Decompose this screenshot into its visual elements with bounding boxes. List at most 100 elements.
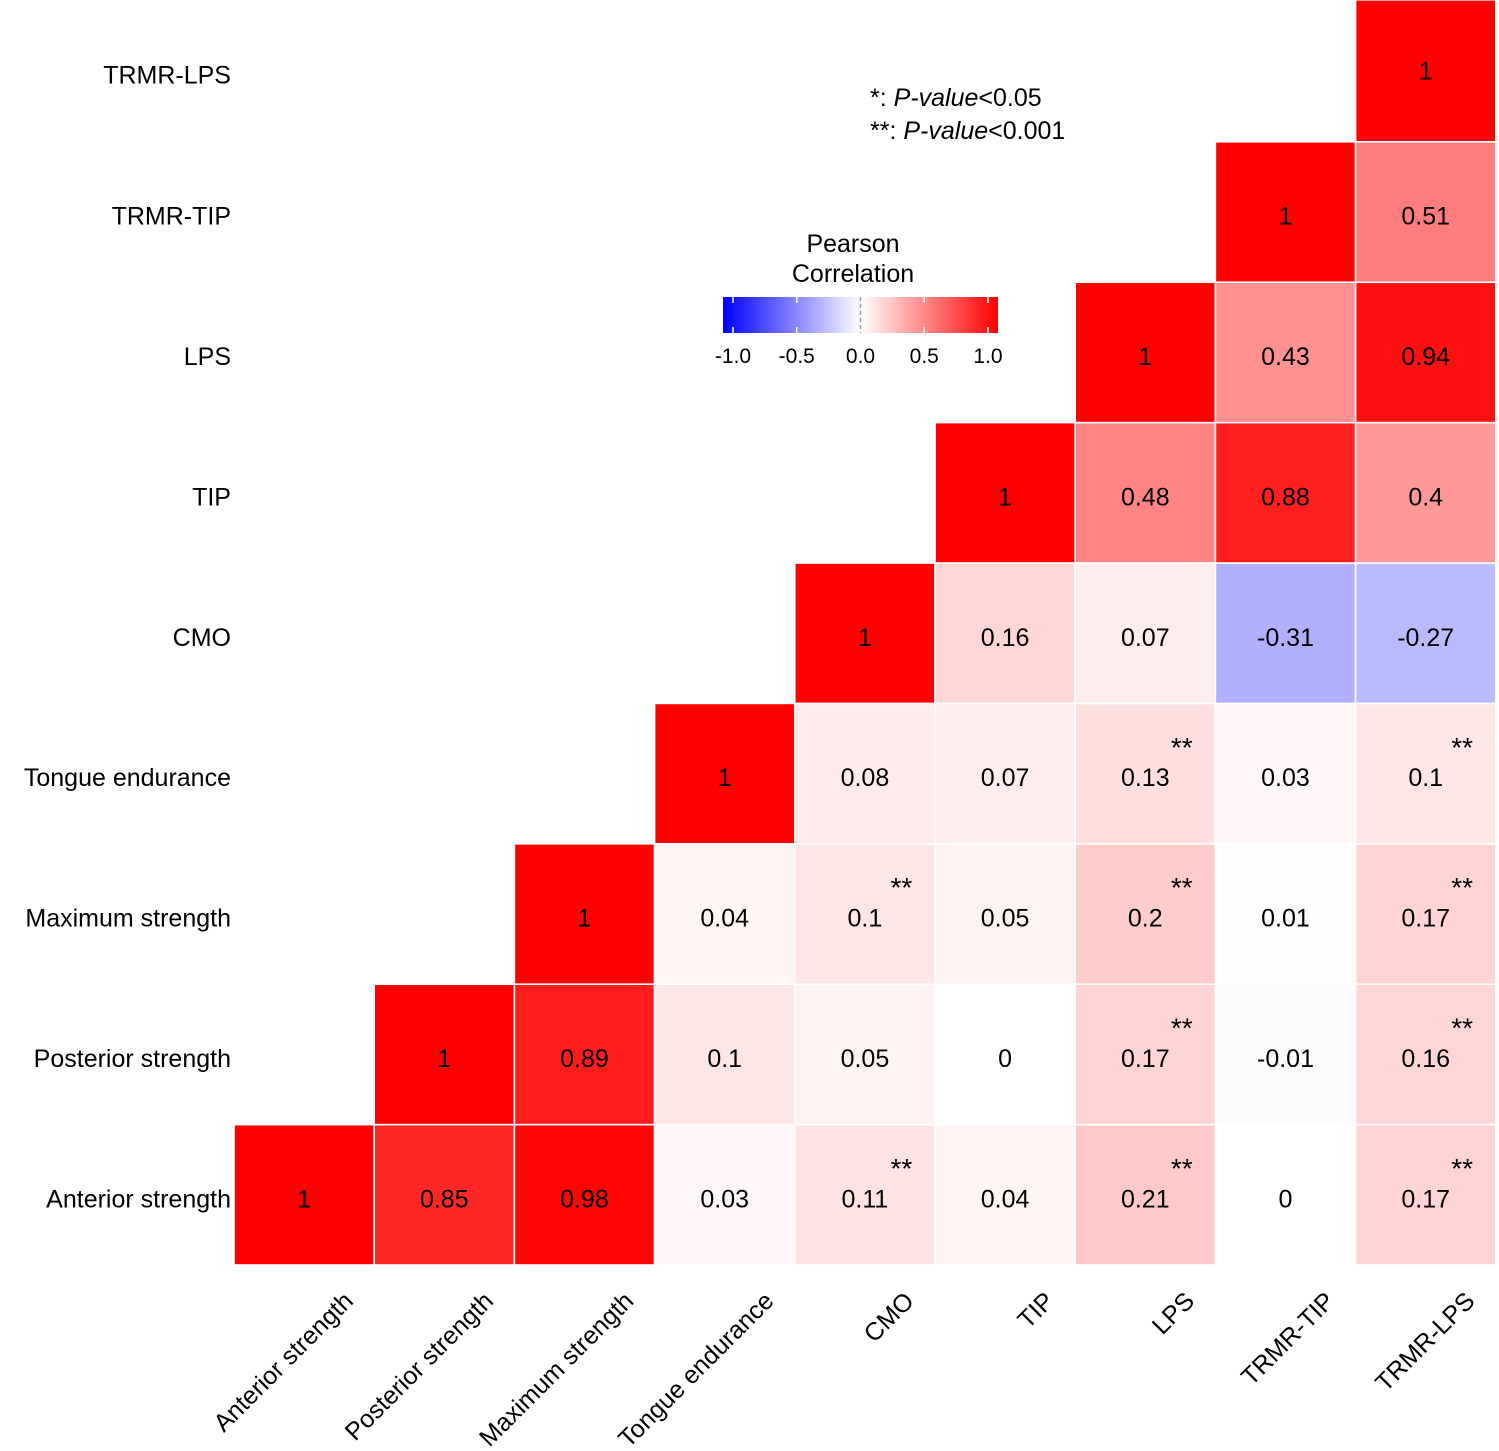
cell-significance-marker: ** [1171, 872, 1193, 903]
cell-value-label: 0.13 [1121, 764, 1170, 792]
heatmap-cell-posterior-strength-cmo: 0.05 [793, 983, 936, 1126]
heatmap-cell-cmo-tip: 0.16 [934, 562, 1076, 705]
cell-significance-marker: ** [1171, 1153, 1193, 1184]
cell-rect [513, 842, 656, 985]
cell-value-label: 0.48 [1121, 483, 1170, 511]
cell-value-label: 0.88 [1261, 483, 1310, 511]
cell-value-label: 1 [998, 483, 1012, 511]
cell-rect [1074, 702, 1217, 845]
cell-value-label: 1 [1138, 343, 1152, 371]
heatmap-cell-anterior-strength-tongue-endurance: 0.03 [653, 1123, 796, 1266]
note-line2-suffix: <0.001 [988, 117, 1066, 145]
cell-rect [1074, 983, 1217, 1126]
heatmap-cell-anterior-strength-tip: 0.04 [934, 1123, 1076, 1266]
cell-value-label: 1 [437, 1045, 451, 1073]
cell-value-label: 0.04 [981, 1185, 1030, 1213]
cell-rect [1214, 702, 1357, 845]
cell-value-label: -0.31 [1257, 624, 1314, 652]
cell-value-label: 0 [998, 1045, 1012, 1073]
cell-rect [233, 1123, 375, 1266]
cell-rect [1214, 281, 1357, 424]
y-axis-label-lps: LPS [184, 343, 231, 371]
cell-value-label: 0.11 [841, 1185, 888, 1213]
heatmap-cell-anterior-strength-maximum-strength: 0.98 [513, 1123, 656, 1266]
heatmap-cell-maximum-strength-trmr-tip: 0.01 [1214, 842, 1357, 985]
heatmap-cell-maximum-strength-tongue-endurance: 0.04 [653, 842, 796, 985]
heatmap-cell-anterior-strength-trmr-tip: 0 [1214, 1123, 1357, 1266]
cell-rect [934, 702, 1076, 845]
significance-note-line2: **: P-value<0.001 [870, 117, 1065, 146]
heatmap-cell-anterior-strength-anterior-strength: 1 [233, 1123, 375, 1266]
cell-rect [1214, 562, 1357, 705]
cell-value-label: 0.07 [1121, 624, 1170, 652]
cell-rect [1214, 141, 1357, 283]
heatmap-cell-posterior-strength-trmr-tip: -0.01 [1214, 983, 1357, 1126]
cell-value-label: 0.01 [1261, 905, 1310, 933]
cell-value-label: 0.51 [1401, 203, 1450, 231]
cell-rect [934, 842, 1076, 985]
note-line2-prefix: **: [870, 117, 904, 145]
x-axis-label-cmo: CMO [859, 1287, 920, 1348]
heatmap-cell-trmr-lps-trmr-lps: 1 [1354, 0, 1497, 143]
x-axis-label-maximum-strength: Maximum strength [474, 1287, 639, 1451]
cell-rect [653, 1123, 796, 1266]
cell-rect [373, 983, 516, 1126]
cell-value-label: 0.07 [981, 764, 1030, 792]
cell-significance-marker: ** [1451, 1013, 1473, 1044]
note-line2-italic: P-value [903, 117, 989, 145]
cell-significance-marker: ** [1171, 732, 1193, 763]
y-axis-label-cmo: CMO [173, 624, 231, 652]
heatmap-cell-anterior-strength-posterior-strength: 0.85 [373, 1123, 516, 1266]
cell-significance-marker: ** [890, 872, 912, 903]
cell-rect [1074, 281, 1217, 424]
x-axis-label-anterior-strength: Anterior strength [208, 1287, 358, 1437]
heatmap-cell-posterior-strength-trmr-lps: 0.16** [1354, 983, 1497, 1126]
heatmap-cell-maximum-strength-lps: 0.2 ** [1074, 842, 1217, 985]
cell-value-label: 0.17 [1121, 1045, 1170, 1073]
y-axis-label-posterior-strength: Posterior strength [34, 1045, 231, 1073]
cell-value-label: 0.43 [1261, 343, 1310, 371]
heatmap-cell-anterior-strength-cmo: 0.11** [793, 1123, 936, 1266]
heatmap-cell-maximum-strength-tip: 0.05 [934, 842, 1076, 985]
y-axis-label-trmr-lps: TRMR-LPS [103, 61, 231, 89]
note-line1-italic: P-value [893, 84, 979, 112]
heatmap-cell-tongue-endurance-lps: 0.13** [1074, 702, 1217, 845]
cell-rect [1354, 562, 1497, 705]
cell-value-label: -0.27 [1397, 624, 1454, 652]
legend-tick-label: -0.5 [779, 345, 815, 368]
cell-rect [793, 562, 936, 705]
heatmap-cell-tip-lps: 0.48 [1074, 421, 1217, 564]
cell-value-label: 0.03 [700, 1185, 749, 1213]
x-axis-label-trmr-lps: TRMR-LPS [1370, 1287, 1480, 1397]
heatmap-cell-posterior-strength-tongue-endurance: 0.1 [653, 983, 796, 1126]
note-line1-prefix: *: [870, 84, 894, 112]
color-legend: Pearson Correlation -1.0 -0.5 0.0 0.5 1.0 [715, 230, 1003, 368]
cell-significance-marker: ** [890, 1153, 912, 1184]
cell-rect [1354, 141, 1497, 283]
cell-rect [1214, 1123, 1357, 1266]
heatmap-cell-posterior-strength-tip: 0 [934, 983, 1076, 1126]
cell-value-label: -0.01 [1257, 1045, 1314, 1073]
cell-rect [793, 842, 936, 985]
cell-rect [793, 983, 936, 1126]
legend-title-line1: Pearson [806, 230, 899, 258]
cell-value-label: 1 [297, 1185, 311, 1213]
x-axis-label-tongue-endurance: Tongue endurance [613, 1287, 779, 1451]
cell-value-label: 0.89 [560, 1045, 609, 1073]
cell-value-label: 0.21 [1121, 1185, 1170, 1213]
cell-rect [1354, 281, 1497, 424]
heatmap-cell-anterior-strength-trmr-lps: 0.17** [1354, 1123, 1497, 1266]
cell-rect [1354, 842, 1497, 985]
y-axis-label-anterior-strength: Anterior strength [46, 1185, 231, 1213]
cell-value-label: 0.08 [841, 764, 890, 792]
heatmap-cell-lps-trmr-tip: 0.43 [1214, 281, 1357, 424]
cell-value-label: 0.05 [981, 905, 1030, 933]
cell-rect [653, 842, 796, 985]
y-axis-label-trmr-tip: TRMR-TIP [112, 203, 231, 231]
cell-rect [1354, 983, 1497, 1126]
legend-tick-label: 1.0 [973, 345, 1002, 368]
heatmap-cell-tip-tip: 1 [934, 421, 1076, 564]
cell-value-label: 0.04 [700, 905, 749, 933]
heatmap-cell-tip-trmr-lps: 0.4 [1354, 421, 1497, 564]
cell-value-label: 0.4 [1408, 483, 1443, 511]
